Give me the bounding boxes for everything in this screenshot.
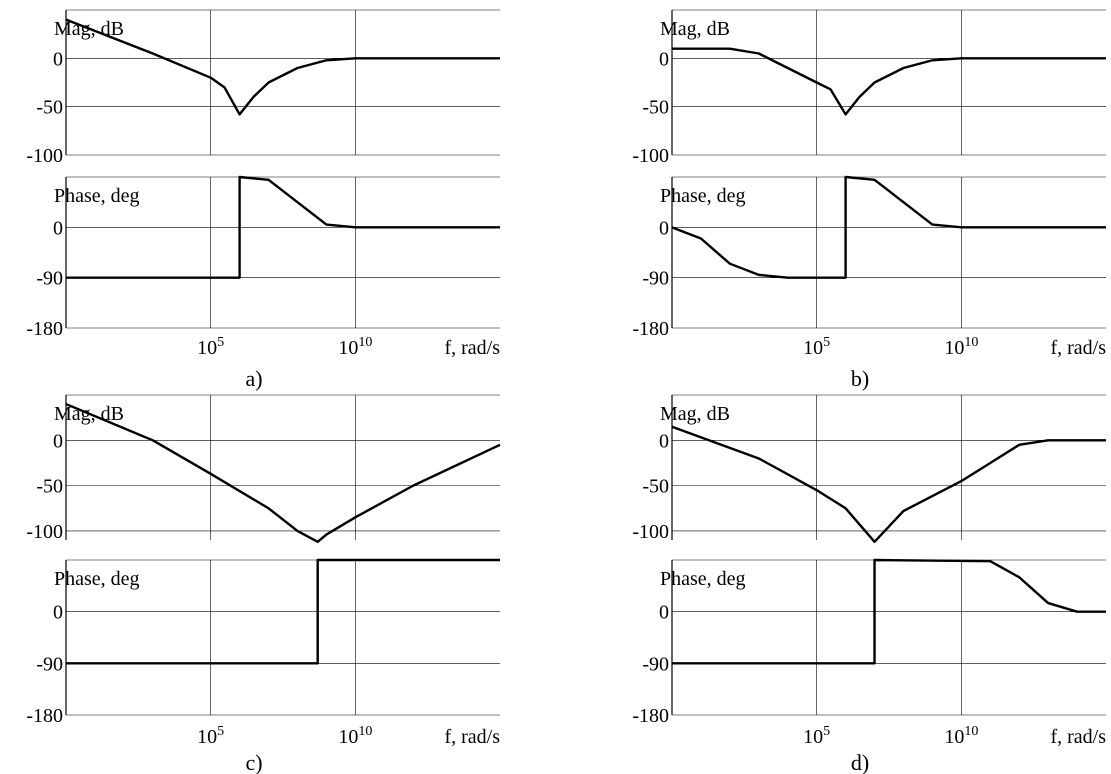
x-tick-base: 10 — [338, 726, 358, 748]
magnitude-y-tick-label: 0 — [53, 430, 63, 452]
x-tick-base: 10 — [803, 337, 823, 359]
magnitude-y-tick-label: -100 — [632, 145, 669, 167]
magnitude-y-tick-label: 0 — [53, 48, 63, 70]
magnitude-series-line — [65, 18, 500, 116]
magnitude-series-line — [671, 425, 1106, 544]
panel-label: a) — [245, 366, 262, 391]
magnitude-y-tick-label: -100 — [26, 145, 63, 167]
magnitude-series-line — [65, 402, 501, 544]
phase-ylabel: Phase, deg — [54, 185, 140, 207]
x-tick-exponent: 10 — [358, 335, 372, 350]
x-tick-base: 10 — [338, 337, 358, 359]
magnitude-series-line — [672, 47, 1106, 116]
magnitude-ylabel: Mag, dB — [660, 403, 730, 425]
phase-y-tick-label: 0 — [659, 217, 669, 239]
x-tick-label: 1010 — [944, 724, 978, 748]
phase-ylabel: Phase, deg — [54, 568, 140, 590]
phase-y-tick-label: -90 — [642, 653, 669, 675]
x-tick-base: 10 — [197, 726, 217, 748]
x-tick-label: 105 — [197, 724, 224, 748]
magnitude-y-tick-label: -50 — [642, 97, 669, 119]
x-tick-base: 10 — [197, 337, 217, 359]
x-tick-base: 10 — [803, 726, 823, 748]
x-tick-exponent: 10 — [358, 724, 372, 739]
phase-y-tick-label: -90 — [36, 268, 63, 290]
x-tick-exponent: 10 — [964, 335, 978, 350]
x-tick-base: 10 — [944, 726, 964, 748]
phase-y-tick-label: -180 — [632, 705, 669, 727]
phase-plot: 0 -90 -180 Phase, deg — [632, 175, 1106, 340]
phase-plot: 0 -90 -180 Phase, deg — [632, 558, 1106, 727]
phase-series-line — [66, 558, 500, 665]
phase-y-tick-label: -180 — [26, 705, 63, 727]
phase-y-tick-label: -90 — [642, 268, 669, 290]
phase-series-line — [671, 175, 1106, 279]
magnitude-ylabel: Mag, dB — [660, 18, 730, 40]
magnitude-y-tick-label: -50 — [36, 476, 63, 498]
phase-plot: 0 -90 -180 Phase, deg — [26, 558, 500, 727]
x-tick-exponent: 5 — [217, 724, 224, 739]
magnitude-y-tick-label: 0 — [659, 48, 669, 70]
phase-y-tick-label: -180 — [26, 318, 63, 340]
phase-y-tick-label: 0 — [53, 602, 63, 624]
x-tick-label: 105 — [197, 335, 224, 359]
x-axis-label: f, rad/s — [444, 726, 500, 748]
phase-y-tick-label: 0 — [53, 217, 63, 239]
phase-plot: 0 -90 -180 Phase, deg — [26, 175, 500, 340]
phase-ylabel: Phase, deg — [660, 568, 746, 590]
phase-y-tick-label: -90 — [36, 653, 63, 675]
panel-label: b) — [851, 366, 869, 391]
panel-label: c) — [245, 750, 262, 774]
x-tick-label: 1010 — [338, 724, 372, 748]
phase-series-line — [672, 558, 1106, 665]
magnitude-plot: 0 -50 -100 Mag, dB — [632, 9, 1106, 167]
phase-y-tick-label: 0 — [659, 602, 669, 624]
x-tick-exponent: 5 — [823, 335, 830, 350]
magnitude-plot: 0 -50 -100 Mag, dB — [632, 394, 1106, 544]
x-tick-label: 1010 — [338, 335, 372, 359]
magnitude-y-tick-label: -100 — [632, 521, 669, 543]
magnitude-y-tick-label: -50 — [36, 97, 63, 119]
phase-y-tick-label: -180 — [632, 318, 669, 340]
x-tick-label: 1010 — [944, 335, 978, 359]
x-axis-label: f, rad/s — [1050, 726, 1106, 748]
x-tick-exponent: 10 — [964, 724, 978, 739]
magnitude-y-tick-label: 0 — [659, 430, 669, 452]
magnitude-y-tick-label: -50 — [642, 476, 669, 498]
x-tick-exponent: 5 — [217, 335, 224, 350]
phase-ylabel: Phase, deg — [660, 185, 746, 207]
magnitude-y-tick-label: -100 — [26, 521, 63, 543]
panel-label: d) — [851, 750, 869, 774]
x-axis-label: f, rad/s — [1050, 337, 1106, 359]
x-tick-label: 105 — [803, 335, 830, 359]
phase-series-line — [66, 175, 500, 279]
x-tick-base: 10 — [944, 337, 964, 359]
x-tick-label: 105 — [803, 724, 830, 748]
x-tick-exponent: 5 — [823, 724, 830, 739]
x-axis-label: f, rad/s — [444, 337, 500, 359]
